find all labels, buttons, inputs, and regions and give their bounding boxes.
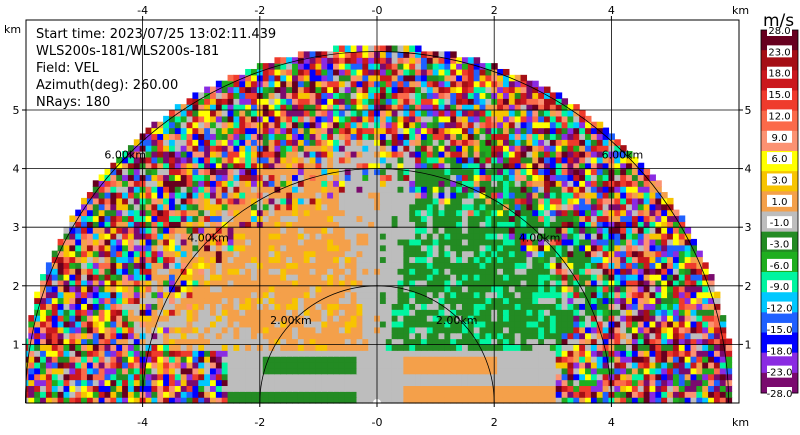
axes: -4 -4 -2 -2 -0 -0 2 2 4 4 1 1 2 2 3 3 4 4 5 5 — [13, 4, 752, 429]
colorbar-tick-label: 9.0 — [772, 133, 788, 144]
colorbar-tick-label: -9.0 — [770, 282, 790, 293]
x-unit-label-top: km — [732, 4, 749, 17]
x-tick-label-bottom: -0 — [372, 416, 383, 429]
range-ring-label: 4.00km — [187, 231, 229, 244]
y-tick-label-left: 3 — [13, 221, 20, 234]
x-unit-label-bottom: km — [732, 416, 749, 429]
y-tick-label-left: 4 — [13, 163, 20, 176]
x-tick-label-bottom: 2 — [491, 416, 498, 429]
colorbar: 28.0 23.0 18.0 15.0 12.0 9.0 6.0 3.0 1.0 -1.0 -3.0… — [760, 24, 799, 400]
range-ring — [259, 285, 495, 404]
info-start-time: Start time: 2023/07/25 13:02:11.439 — [36, 27, 276, 42]
x-tick-label-top: 2 — [491, 4, 498, 17]
colorbar-tick-label: -23.0 — [767, 368, 793, 379]
x-tick-label-top: -4 — [137, 4, 148, 17]
info-field: Field: VEL — [36, 61, 100, 76]
x-tick-label-top: -0 — [372, 4, 383, 17]
y-tick-label-left: 5 — [13, 104, 20, 117]
colorbar-tick-label: 12.0 — [768, 111, 790, 122]
y-unit-label-left: km — [4, 23, 21, 36]
colorbar-tick-label: -6.0 — [770, 261, 790, 272]
range-ring-label: 6.00km — [104, 148, 146, 161]
y-tick-label-right: 2 — [745, 280, 752, 293]
range-ring — [25, 51, 729, 404]
range-rings: 2.00km 2.00km 4.00km 4.00km 6.00km 6.00km — [25, 51, 729, 404]
x-tick-label-bottom: -4 — [137, 416, 148, 429]
info-azimuth: Azimuth(deg): 260.00 — [36, 78, 178, 93]
range-ring-label: 2.00km — [270, 314, 312, 327]
range-ring-label: 2.00km — [436, 314, 478, 327]
colorbar-tick-label: 28.0 — [768, 26, 790, 37]
y-tick-label-right: 5 — [745, 104, 752, 117]
colorbar-tick-label: 1.0 — [772, 197, 788, 208]
range-ring-label: 6.00km — [602, 148, 644, 161]
y-tick-label-left: 1 — [13, 338, 20, 351]
info-nrays: NRays: 180 — [36, 95, 110, 110]
y-tick-label-right: 4 — [745, 163, 752, 176]
colorbar-tick-label: 3.0 — [772, 175, 788, 186]
y-tick-label-left: 2 — [13, 280, 20, 293]
colorbar-tick-label: -3.0 — [770, 240, 790, 251]
x-tick-label-bottom: -2 — [254, 416, 265, 429]
colorbar-tick-label: -12.0 — [767, 304, 793, 315]
colorbar-tick-label: 18.0 — [768, 69, 790, 80]
colorbar-tick-label: 6.0 — [772, 154, 788, 165]
info-instrument: WLS200s-181/WLS200s-181 — [36, 44, 219, 59]
x-tick-label-top: 4 — [608, 4, 615, 17]
colorbar-tick-label: -28.0 — [767, 389, 793, 400]
range-ring — [142, 168, 612, 404]
x-tick-label-top: -2 — [254, 4, 265, 17]
x-tick-label-bottom: 4 — [608, 416, 615, 429]
colorbar-tick-label: -15.0 — [767, 325, 793, 336]
colorbar-unit-label: m/s — [763, 11, 794, 31]
colorbar-tick-label: 15.0 — [768, 90, 790, 101]
colorbar-tick-label: 23.0 — [768, 47, 790, 58]
y-tick-label-right: 3 — [745, 221, 752, 234]
range-ring-label: 4.00km — [519, 231, 561, 244]
colorbar-tick-label: -1.0 — [770, 218, 790, 229]
y-tick-label-right: 1 — [745, 338, 752, 351]
colorbar-tick-label: -18.0 — [767, 346, 793, 357]
